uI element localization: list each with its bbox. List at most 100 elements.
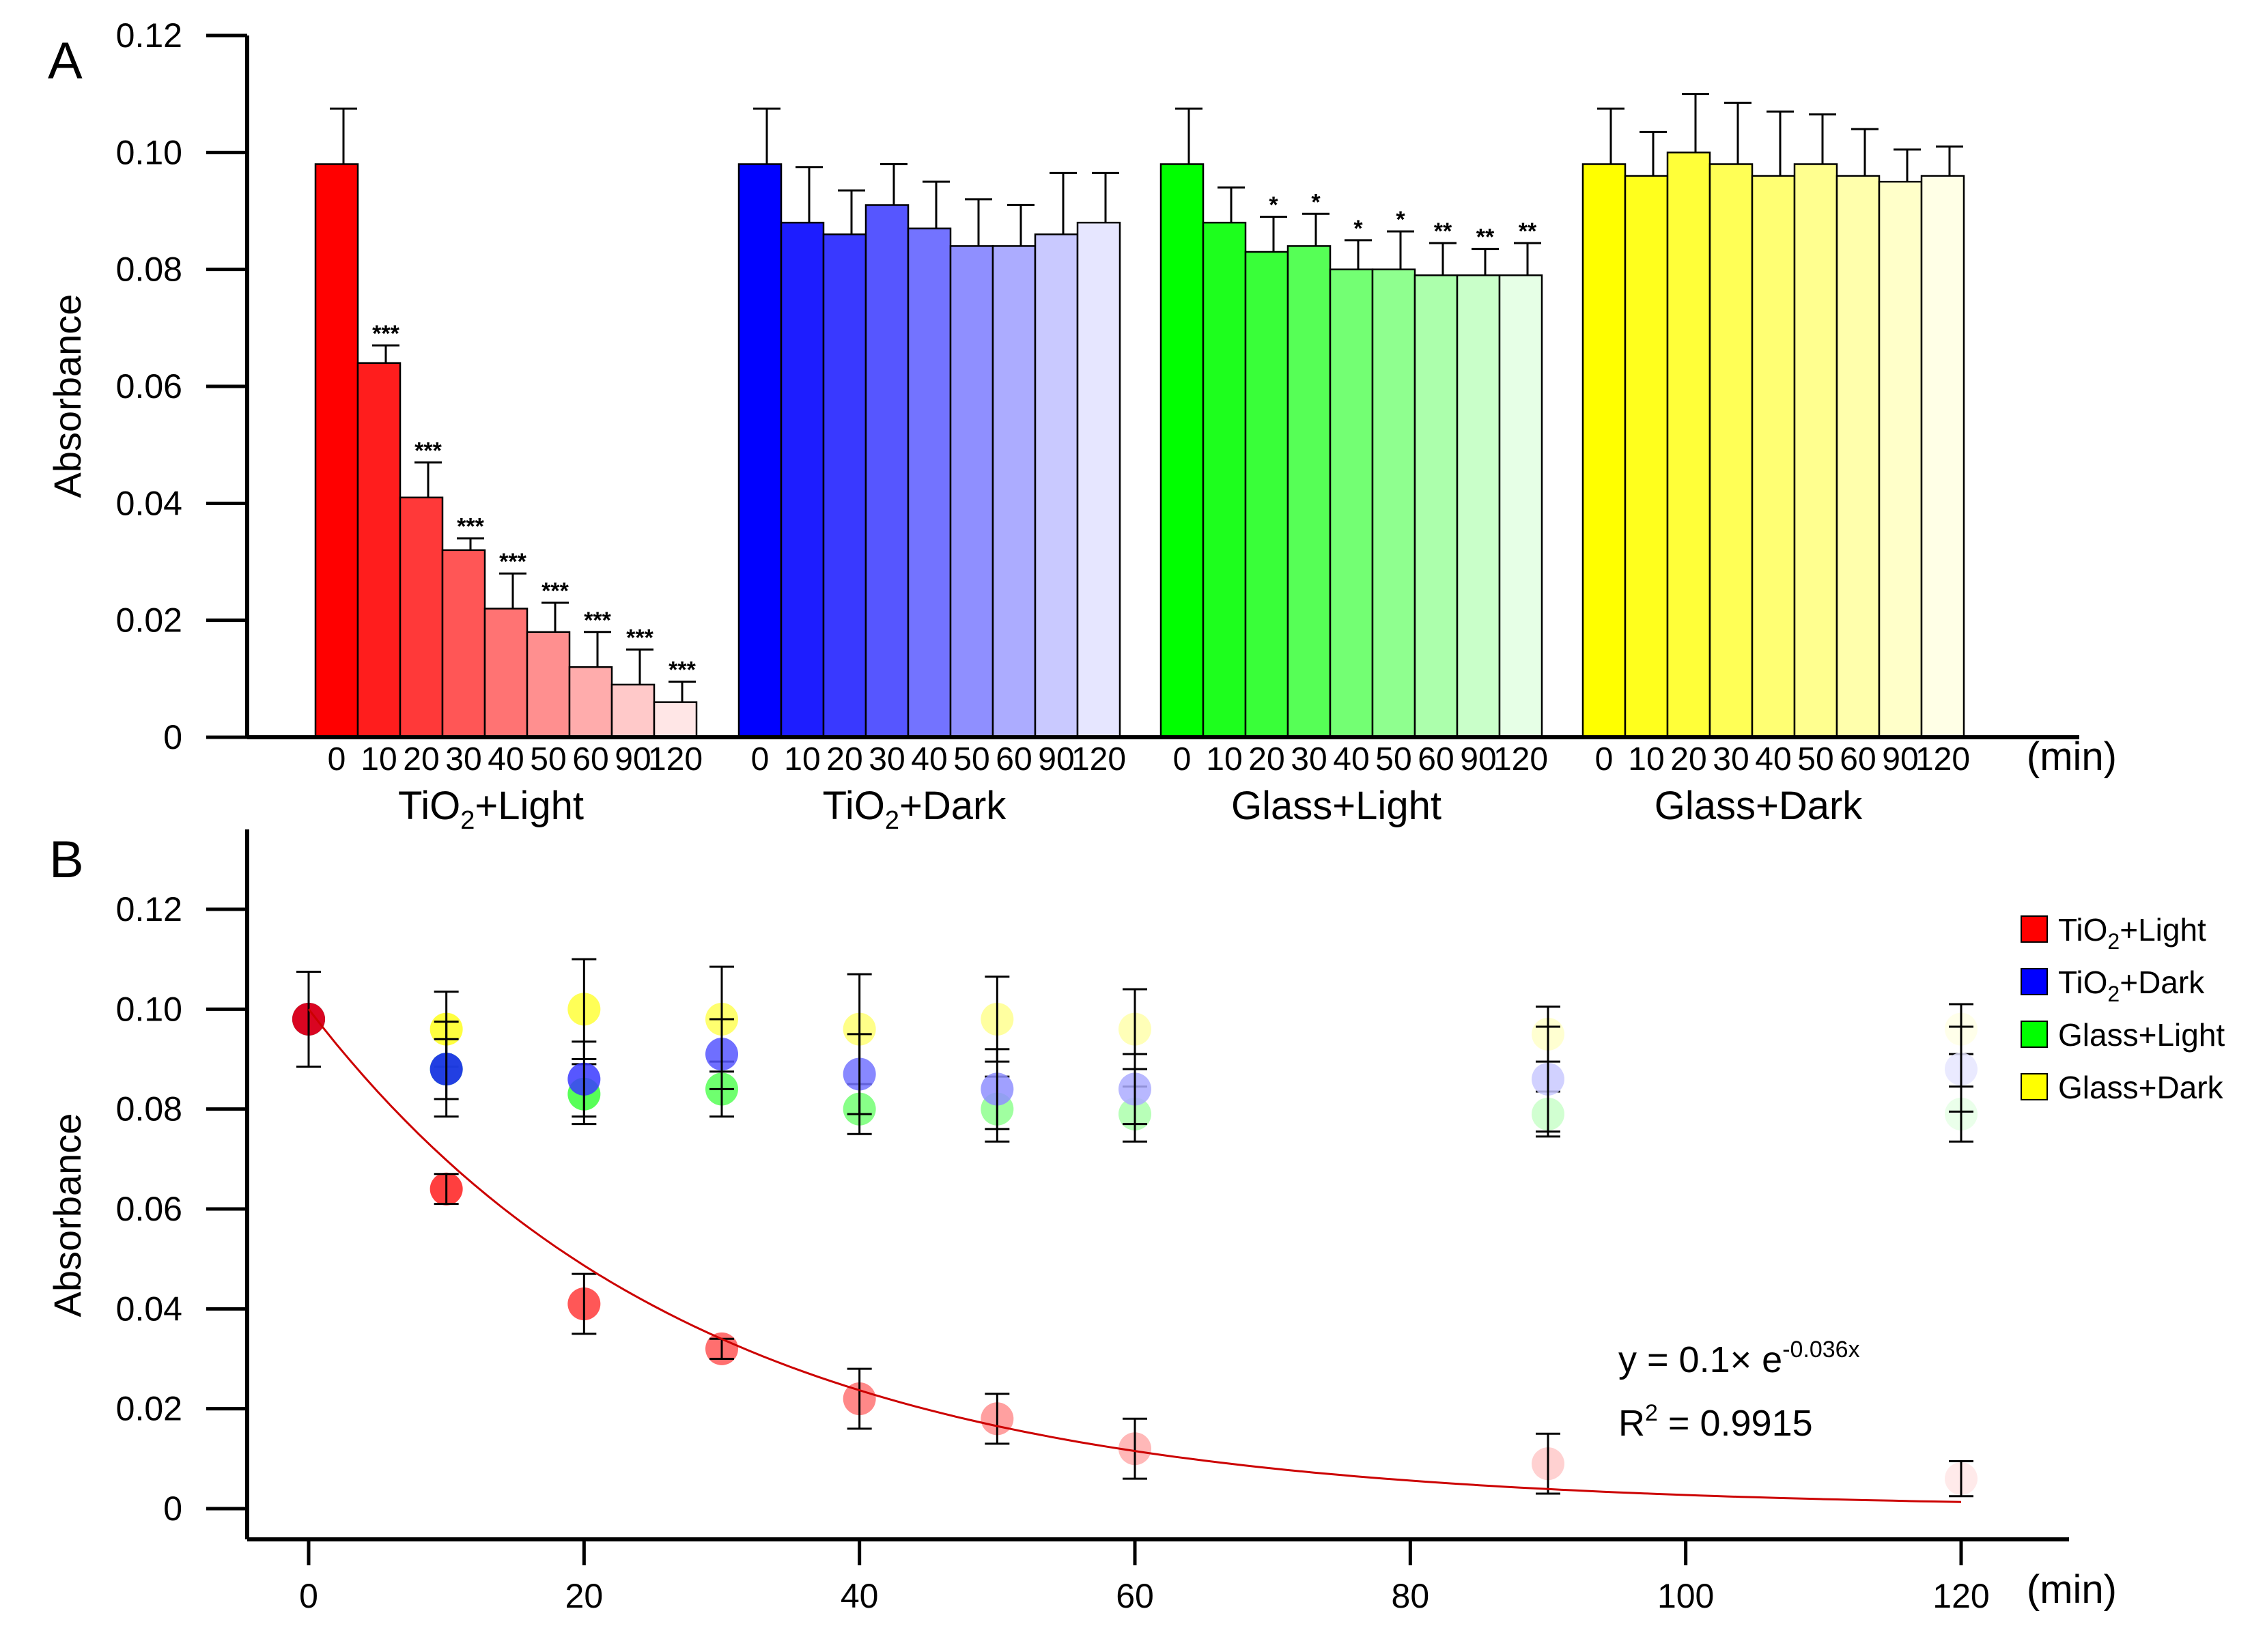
panel-b-x-tick-label: 80 xyxy=(1392,1577,1430,1615)
panel-b-x-tick-label: 0 xyxy=(299,1577,318,1615)
significance-marker: * xyxy=(1269,193,1278,218)
category-label: 10 xyxy=(1206,741,1242,778)
category-label: 60 xyxy=(1418,741,1454,778)
category-label: 50 xyxy=(1797,741,1833,778)
bar xyxy=(949,245,994,739)
significance-marker: *** xyxy=(541,578,569,604)
panel-a-x-unit-label: (min) xyxy=(2027,735,2117,779)
category-label: 20 xyxy=(1670,741,1706,778)
legend-item-tio2-light: TiO2+Light xyxy=(2021,912,2206,954)
legend-label-rest: +Dark xyxy=(2120,965,2205,1000)
bar xyxy=(822,233,867,739)
significance-marker: ** xyxy=(1434,218,1452,244)
legend-item-glass-light: Glass+Light xyxy=(2021,1017,2225,1053)
bar xyxy=(737,163,783,739)
bar xyxy=(1835,175,1881,739)
bar xyxy=(399,496,444,739)
panel-b-y-tick-label: 0 xyxy=(163,1490,182,1528)
bar xyxy=(1286,245,1332,739)
bar xyxy=(1244,251,1289,739)
legend-label: TiO2+Dark xyxy=(2058,965,2205,1006)
panel-b-scatter-chart: B Absorbance 0 0.02 0.04 0.06 0.08 0.10 0.12 0 2… xyxy=(46,829,2225,1615)
panel-a-y-tick-label: 0.04 xyxy=(116,484,182,522)
category-label: 10 xyxy=(361,741,397,778)
significance-marker: *** xyxy=(626,625,653,651)
significance-marker: * xyxy=(1396,207,1405,233)
category-label: 50 xyxy=(530,741,566,778)
bar xyxy=(1159,163,1205,739)
panel-a-y-tick-label: 0.08 xyxy=(116,251,182,289)
bar xyxy=(1708,163,1754,739)
category-label: 40 xyxy=(1755,741,1791,778)
legend-label-rest: +Light xyxy=(2120,912,2206,948)
panel-b-x-tick-label: 60 xyxy=(1116,1577,1154,1615)
category-label: 60 xyxy=(996,741,1032,778)
category-label: 30 xyxy=(1713,741,1749,778)
bar xyxy=(1581,163,1627,739)
bar xyxy=(864,204,910,739)
bar xyxy=(1624,175,1669,739)
bar xyxy=(483,608,529,739)
significance-marker: ** xyxy=(1476,225,1495,251)
category-label: 20 xyxy=(826,741,862,778)
bar xyxy=(610,683,656,739)
group-label-rest: +Dark xyxy=(899,784,1007,828)
bar xyxy=(1371,268,1416,739)
significance-marker: *** xyxy=(499,549,526,575)
legend-label-base: Glass+Dark xyxy=(2058,1070,2224,1105)
category-label: 40 xyxy=(488,741,524,778)
panel-a-y-tick-label: 0.10 xyxy=(116,133,182,171)
category-label: 20 xyxy=(403,741,439,778)
legend-item-glass-dark: Glass+Dark xyxy=(2021,1070,2224,1105)
panel-a-y-axis-title: Absorbance xyxy=(46,294,89,498)
significance-marker: * xyxy=(1311,189,1321,215)
bar xyxy=(907,227,952,739)
group-label-base: TiO xyxy=(823,784,885,828)
fit-equation: y = 0.1× e-0.036x R2 = 0.9915 xyxy=(1618,1337,1860,1444)
bar xyxy=(1034,233,1079,739)
bar xyxy=(1793,163,1838,739)
legend-label-subscript: 2 xyxy=(2107,982,2120,1006)
r-squared: R2 = 0.9915 xyxy=(1618,1400,1813,1444)
group-label-base: TiO xyxy=(398,784,460,828)
legend-swatch xyxy=(2021,968,2048,995)
bar xyxy=(1329,268,1374,739)
category-label: 0 xyxy=(1595,741,1614,778)
category-label: 10 xyxy=(784,741,820,778)
group-label-subscript: 2 xyxy=(885,806,899,835)
category-label: 120 xyxy=(1493,741,1548,778)
panel-a-y-tick-label: 0.02 xyxy=(116,601,182,640)
legend-label: Glass+Light xyxy=(2058,1017,2225,1053)
significance-marker: ** xyxy=(1519,218,1537,244)
category-label: 50 xyxy=(1375,741,1411,778)
bar xyxy=(356,362,402,739)
group-label-subscript: 2 xyxy=(460,806,475,835)
panel-b-x-unit-label: (min) xyxy=(2027,1567,2117,1612)
category-label: 0 xyxy=(751,741,770,778)
group-label: Glass+Dark xyxy=(1655,784,1863,828)
category-label: 10 xyxy=(1628,741,1664,778)
category-label: 120 xyxy=(648,741,703,778)
category-label: 40 xyxy=(911,741,947,778)
category-label: 50 xyxy=(953,741,989,778)
panel-b-y-tick-label: 0.10 xyxy=(116,990,182,1028)
bar xyxy=(780,221,825,739)
bar-group-glass-light: 0 10 * 20 * 30 * 40 * 50 ** 60 ** 90 ** 120 Glass+Light xyxy=(1159,107,1548,828)
category-label: 20 xyxy=(1248,741,1284,778)
category-label: 90 xyxy=(615,741,651,778)
panel-a-label: A xyxy=(48,32,83,90)
panel-a-y-tick-label: 0 xyxy=(163,718,182,756)
category-label: 30 xyxy=(869,741,905,778)
equation-main: y = 0.1× e-0.036x xyxy=(1618,1337,1860,1380)
group-label-base: Glass+Dark xyxy=(1655,784,1863,828)
bar-group-tio2-light: 0 *** 10 *** 20 *** 30 *** 40 *** 50 *** 60 *** 90 *** 1… xyxy=(314,107,703,835)
bar xyxy=(1920,175,1965,739)
legend-item-tio2-dark: TiO2+Dark xyxy=(2021,965,2205,1006)
bar xyxy=(1456,274,1501,739)
legend-swatch xyxy=(2021,1021,2048,1048)
panel-b-x-tick-label: 20 xyxy=(565,1577,604,1615)
group-label-rest: +Light xyxy=(475,784,584,828)
